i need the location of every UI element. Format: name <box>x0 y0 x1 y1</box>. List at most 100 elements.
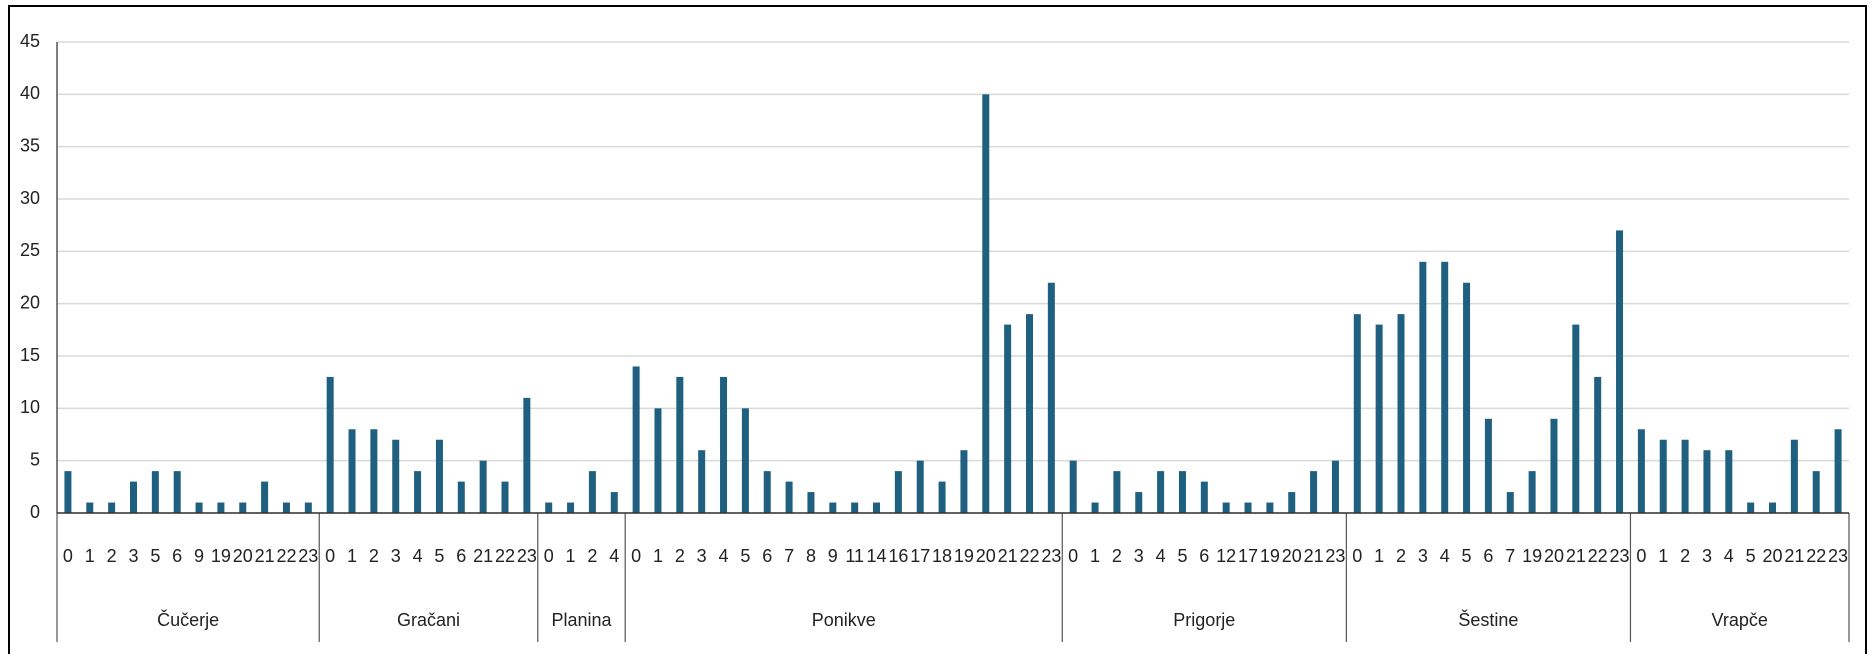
y-tick-label: 40 <box>20 83 40 103</box>
bar <box>239 502 247 513</box>
bar <box>851 502 859 513</box>
bar <box>1572 324 1580 513</box>
y-tick-label: 20 <box>20 292 40 312</box>
y-tick-label: 30 <box>20 188 40 208</box>
x-tick-label: 7 <box>1505 546 1515 566</box>
x-tick-label: 9 <box>828 546 838 566</box>
bar <box>1397 314 1405 513</box>
bar <box>1812 471 1820 513</box>
bar <box>479 460 487 513</box>
x-tick-label: 8 <box>806 546 816 566</box>
bar <box>1463 282 1471 513</box>
bar <box>1528 471 1536 513</box>
x-tick-label: 5 <box>1746 546 1756 566</box>
bar <box>763 471 771 513</box>
x-tick-label: 19 <box>954 546 974 566</box>
bar <box>1157 471 1165 513</box>
bar <box>1353 314 1361 513</box>
x-tick-label: 4 <box>1724 546 1734 566</box>
x-tick-label: 21 <box>255 546 275 566</box>
bar <box>1375 324 1383 513</box>
x-tick-label: 5 <box>434 546 444 566</box>
x-tick-label: 4 <box>719 546 729 566</box>
bar <box>632 366 640 513</box>
bar <box>916 460 924 513</box>
x-tick-label: 2 <box>1396 546 1406 566</box>
bar <box>457 481 465 513</box>
bar <box>894 471 902 513</box>
bar <box>1135 492 1143 513</box>
bar <box>785 481 793 513</box>
x-tick-label: 22 <box>1806 546 1826 566</box>
y-tick-label: 10 <box>20 397 40 417</box>
x-tick-label: 1 <box>566 546 576 566</box>
y-tick-label: 35 <box>20 135 40 155</box>
bar <box>1419 261 1427 513</box>
x-tick-label: 20 <box>976 546 996 566</box>
x-tick-label: 11 <box>845 546 864 566</box>
bar <box>588 471 596 513</box>
bar <box>610 492 618 513</box>
x-tick-label: 4 <box>1440 546 1450 566</box>
x-tick-label: 19 <box>1260 546 1280 566</box>
x-tick-label: 4 <box>609 546 619 566</box>
chart-frame <box>8 5 1867 654</box>
bar <box>1113 471 1121 513</box>
bar <box>1047 282 1055 513</box>
x-tick-label: 14 <box>866 546 886 566</box>
x-tick-label: 2 <box>107 546 117 566</box>
y-tick-label: 45 <box>20 31 40 51</box>
x-tick-label: 0 <box>63 546 73 566</box>
bar <box>1725 450 1733 513</box>
bar <box>1550 418 1558 513</box>
bar <box>370 429 378 513</box>
bar <box>1703 450 1711 513</box>
x-tick-label: 6 <box>1483 546 1493 566</box>
bar <box>304 502 312 513</box>
x-tick-label: 20 <box>1762 546 1782 566</box>
bar <box>1681 439 1689 513</box>
bar <box>1222 502 1230 513</box>
bar <box>151 471 159 513</box>
x-tick-label: 21 <box>473 546 493 566</box>
x-tick-label: 1 <box>1090 546 1100 566</box>
x-tick-label: 1 <box>653 546 663 566</box>
bar <box>435 439 443 513</box>
x-tick-label: 5 <box>1177 546 1187 566</box>
y-tick-label: 15 <box>20 345 40 365</box>
x-tick-label: 22 <box>1588 546 1608 566</box>
x-tick-label: 23 <box>298 546 318 566</box>
x-tick-label: 17 <box>910 546 930 566</box>
bar <box>741 408 749 513</box>
bar <box>1769 502 1777 513</box>
x-tick-label: 23 <box>517 546 537 566</box>
x-tick-label: 21 <box>1304 546 1324 566</box>
bar <box>108 502 116 513</box>
y-tick-label: 5 <box>30 449 40 469</box>
bar <box>982 94 990 513</box>
x-tick-label: 2 <box>369 546 379 566</box>
group-label: Vrapče <box>1712 610 1768 630</box>
x-tick-label: 18 <box>932 546 952 566</box>
y-tick-label: 25 <box>20 240 40 260</box>
bar <box>1659 439 1667 513</box>
x-tick-label: 19 <box>1522 546 1542 566</box>
group-label: Planina <box>551 610 612 630</box>
bar <box>1004 324 1012 513</box>
x-tick-label: 3 <box>128 546 138 566</box>
x-tick-label: 23 <box>1325 546 1345 566</box>
bar <box>1441 261 1449 513</box>
x-tick-label: 21 <box>1566 546 1586 566</box>
group-label: Čučerje <box>157 609 219 630</box>
bar <box>195 502 203 513</box>
x-tick-label: 6 <box>456 546 466 566</box>
bar <box>1069 460 1077 513</box>
x-tick-label: 5 <box>740 546 750 566</box>
group-label: Šestine <box>1458 609 1518 630</box>
y-tick-label: 0 <box>30 502 40 522</box>
bar <box>1200 481 1208 513</box>
x-tick-label: 22 <box>1019 546 1039 566</box>
x-tick-label: 3 <box>697 546 707 566</box>
bar <box>960 450 968 513</box>
